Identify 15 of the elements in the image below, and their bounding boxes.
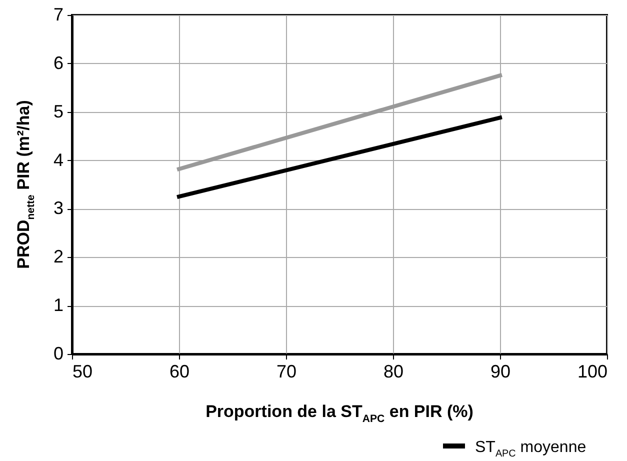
y-tick-label: 2 (53, 246, 64, 267)
y-tick-label: 0 (53, 344, 64, 364)
y-tick-label: 6 (53, 52, 64, 73)
y-tick-label: 5 (53, 101, 64, 122)
y-tick-label: 3 (53, 198, 64, 218)
y-axis-title: PRODnette PIR (m²/ha) (14, 100, 37, 269)
x-tick-label: 60 (169, 362, 190, 382)
x-tick-label: 90 (490, 362, 511, 382)
x-tick-label: 70 (276, 362, 297, 382)
x-tick-label: 80 (383, 362, 404, 382)
x-tick-label: 50 (72, 362, 93, 382)
x-tick-label: 100 (577, 362, 608, 382)
y-tick-label: 1 (53, 295, 64, 316)
y-tick-label: 7 (53, 4, 64, 24)
y-tick-label: 4 (53, 150, 64, 170)
